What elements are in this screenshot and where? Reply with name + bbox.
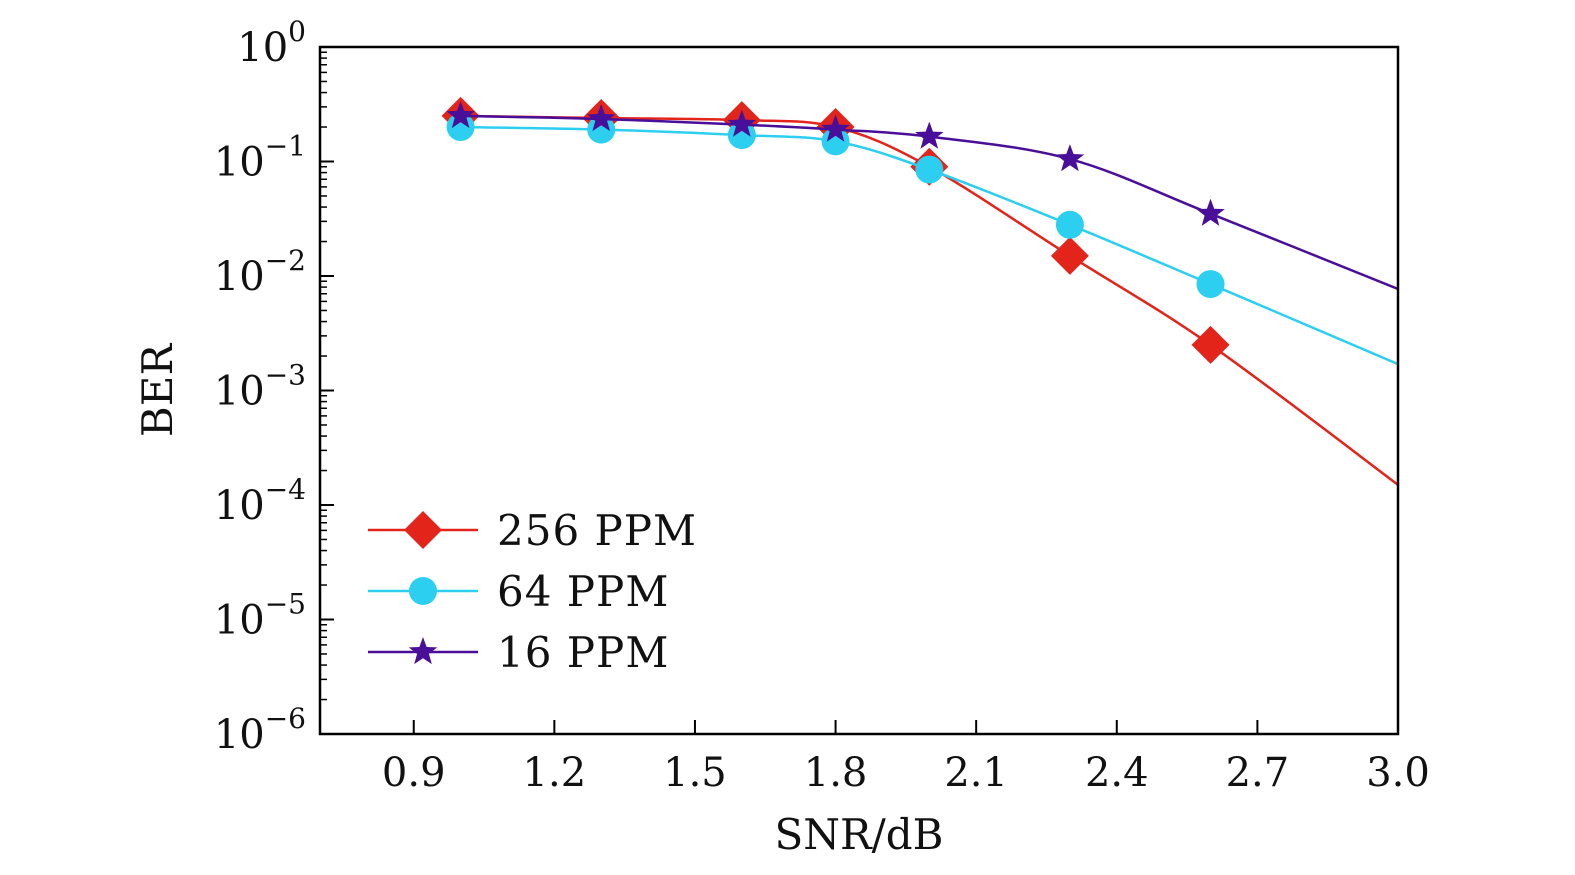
data-point-marker: [587, 115, 616, 144]
y-tick-label: 10−5: [214, 588, 306, 644]
legend-label: 16 PPM: [497, 628, 669, 677]
y-tick-label: 10−3: [214, 359, 306, 415]
data-point-marker: [821, 114, 850, 142]
y-tick-label: 10−2: [214, 244, 306, 300]
tick-layer: 0.9 1.2 1.5 1.8 2.1 2.4 2.7 3.010010−110−210−31…: [214, 15, 1430, 796]
legend-label: 64 PPM: [497, 567, 669, 616]
data-point-marker: [1055, 210, 1084, 239]
y-tick-base: 10: [214, 369, 265, 415]
x-tick-label: 2.4: [1085, 750, 1149, 796]
x-tick-label: 2.7: [1226, 750, 1290, 796]
data-point-marker: [586, 104, 616, 132]
x-tick-label: 1.2: [523, 750, 587, 796]
series-layer: [441, 96, 1398, 486]
data-point-marker: [727, 121, 756, 150]
x-tick-label: 1.8: [804, 750, 868, 796]
plot-area-frame: [318, 45, 1400, 736]
data-point-marker: [446, 100, 475, 129]
data-point-marker: [915, 121, 944, 149]
data-point-marker: [1050, 236, 1089, 275]
data-point-marker: [915, 155, 944, 184]
y-tick-base: 10: [237, 25, 288, 71]
x-axis-title: SNR/dB: [774, 810, 943, 859]
y-tick-base: 10: [214, 712, 265, 758]
y-tick-exponent: −2: [265, 244, 306, 277]
data-point-marker: [1055, 144, 1085, 172]
legend: 256 PPM 64 PPM 16 PPM: [368, 506, 697, 677]
data-point-marker: [821, 127, 850, 156]
y-axis-title: BER: [133, 343, 182, 438]
legend-marker: [404, 511, 442, 549]
data-point-marker: [1191, 325, 1230, 364]
legend-entry: 256 PPM: [368, 506, 697, 555]
y-tick-base: 10: [214, 598, 265, 644]
y-tick-exponent: −5: [265, 588, 306, 621]
data-point-marker: [1196, 270, 1225, 299]
x-tick-label: 2.1: [944, 750, 1008, 796]
legend-label: 256 PPM: [497, 506, 697, 555]
y-tick-exponent: −4: [265, 473, 306, 506]
series-star: [446, 100, 1398, 291]
legend-marker: [408, 637, 438, 665]
data-point-marker: [446, 113, 475, 142]
data-point-marker: [727, 109, 757, 137]
series-diamond: [441, 96, 1398, 486]
x-tick-label: 0.9: [382, 750, 446, 796]
legend-marker: [409, 577, 437, 605]
data-point-marker: [1196, 198, 1225, 226]
x-tick-label: 3.0: [1366, 750, 1430, 796]
y-tick-exponent: −6: [265, 702, 306, 735]
y-tick-base: 10: [214, 254, 265, 300]
y-tick-base: 10: [214, 483, 265, 529]
legend-entry: 64 PPM: [368, 567, 669, 616]
y-tick-label: 10−6: [214, 702, 306, 758]
x-tick-label: 1.5: [663, 750, 727, 796]
y-tick-base: 10: [214, 140, 265, 186]
y-tick-label: 100: [237, 15, 306, 71]
y-tick-label: 10−1: [214, 130, 306, 186]
legend-entry: 16 PPM: [368, 628, 669, 677]
y-tick-exponent: 0: [288, 15, 306, 48]
y-tick-label: 10−4: [214, 473, 306, 529]
y-tick-exponent: −3: [265, 359, 306, 392]
series-circle: [446, 113, 1398, 366]
y-tick-exponent: −1: [265, 130, 306, 163]
